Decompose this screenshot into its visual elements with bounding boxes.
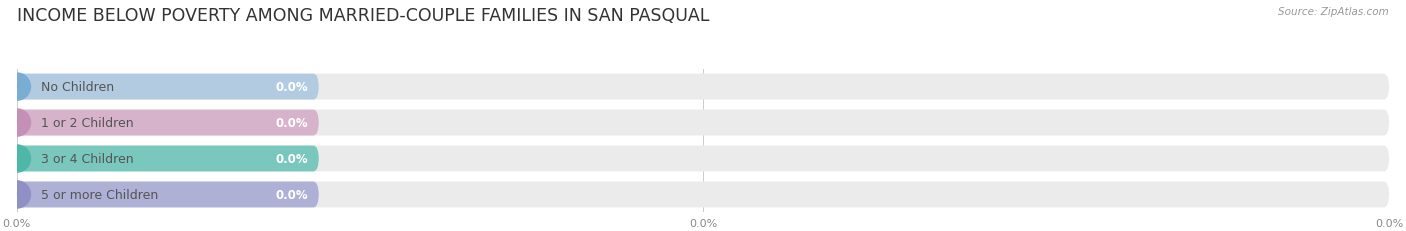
Ellipse shape bbox=[3, 181, 31, 208]
Ellipse shape bbox=[3, 74, 31, 101]
Text: 0.0%: 0.0% bbox=[276, 188, 308, 201]
Text: Source: ZipAtlas.com: Source: ZipAtlas.com bbox=[1278, 7, 1389, 17]
FancyBboxPatch shape bbox=[17, 74, 319, 100]
Text: INCOME BELOW POVERTY AMONG MARRIED-COUPLE FAMILIES IN SAN PASQUAL: INCOME BELOW POVERTY AMONG MARRIED-COUPL… bbox=[17, 7, 709, 25]
Text: 5 or more Children: 5 or more Children bbox=[41, 188, 159, 201]
FancyBboxPatch shape bbox=[17, 146, 319, 172]
Ellipse shape bbox=[3, 145, 31, 172]
Text: 0.0%: 0.0% bbox=[276, 116, 308, 130]
Ellipse shape bbox=[3, 109, 31, 137]
FancyBboxPatch shape bbox=[17, 182, 1389, 207]
FancyBboxPatch shape bbox=[17, 110, 1389, 136]
Text: 0.0%: 0.0% bbox=[276, 81, 308, 94]
Text: No Children: No Children bbox=[41, 81, 114, 94]
FancyBboxPatch shape bbox=[17, 110, 319, 136]
Text: 0.0%: 0.0% bbox=[276, 152, 308, 165]
FancyBboxPatch shape bbox=[17, 182, 319, 207]
FancyBboxPatch shape bbox=[17, 146, 1389, 172]
FancyBboxPatch shape bbox=[17, 74, 1389, 100]
Text: 3 or 4 Children: 3 or 4 Children bbox=[41, 152, 134, 165]
Text: 1 or 2 Children: 1 or 2 Children bbox=[41, 116, 134, 130]
